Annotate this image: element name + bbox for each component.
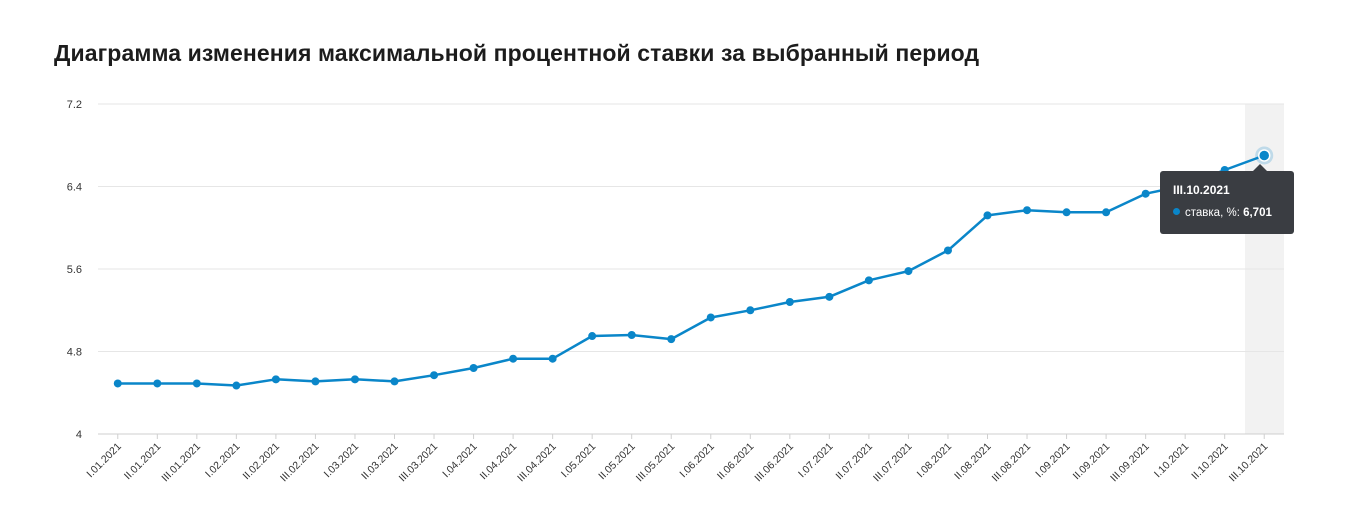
data-point[interactable] <box>390 377 399 386</box>
y-tick-label: 4 <box>76 429 82 441</box>
x-tick-label[interactable]: I.01.2021 <box>84 441 124 481</box>
data-point[interactable] <box>667 335 676 344</box>
x-tick-label[interactable]: I.02.2021 <box>203 441 243 481</box>
x-tick-label[interactable]: III.08.2021 <box>990 441 1034 485</box>
tooltip-series-label: ставка, %: <box>1185 207 1240 219</box>
x-tick-label[interactable]: II.02.2021 <box>241 441 283 483</box>
data-point[interactable] <box>706 313 715 322</box>
x-tick-label[interactable]: I.07.2021 <box>796 441 836 481</box>
data-point[interactable] <box>153 379 162 388</box>
data-point[interactable] <box>1102 208 1111 217</box>
data-point[interactable] <box>943 246 952 255</box>
x-tick-label[interactable]: III.02.2021 <box>278 441 322 485</box>
x-tick-label[interactable]: III.05.2021 <box>634 441 678 485</box>
chart-title: Диаграмма изменения максимальной процент… <box>54 40 980 66</box>
data-point[interactable] <box>904 267 913 276</box>
x-tick-label[interactable]: II.05.2021 <box>596 441 638 483</box>
x-tick-label[interactable]: I.05.2021 <box>559 441 599 481</box>
data-point[interactable] <box>113 379 122 388</box>
grid-lines <box>98 103 1284 435</box>
x-tick-label[interactable]: III.07.2021 <box>871 441 915 485</box>
tooltip-row: ставка, %: 6,701 <box>1173 206 1282 220</box>
x-tick-label[interactable]: II.09.2021 <box>1071 441 1113 483</box>
y-tick-label: 5.6 <box>67 264 82 276</box>
x-tick-label[interactable]: II.07.2021 <box>834 441 876 483</box>
y-tick-label: 4.8 <box>67 347 82 359</box>
x-tick-label[interactable]: I.03.2021 <box>322 441 362 481</box>
data-point[interactable] <box>627 331 636 339</box>
data-point[interactable] <box>1062 208 1071 217</box>
series-points[interactable] <box>113 146 1274 390</box>
y-axis: 4 4.8 5.6 6.4 7.2 <box>67 99 82 441</box>
data-point[interactable] <box>746 306 755 315</box>
series-marker-icon <box>1173 208 1180 215</box>
x-tick-label[interactable]: I.10.2021 <box>1152 441 1192 481</box>
data-point[interactable] <box>469 364 478 372</box>
x-tick-label[interactable]: I.04.2021 <box>440 441 480 481</box>
tooltip: III.10.2021 ставка, %: 6,701 <box>1160 164 1294 234</box>
x-tick-label[interactable]: III.04.2021 <box>515 441 559 485</box>
y-tick-label: 6.4 <box>67 182 82 194</box>
x-tick-label[interactable]: III.10.2021 <box>1227 441 1271 485</box>
series-line[interactable] <box>117 154 1265 387</box>
x-tick-label[interactable]: III.01.2021 <box>159 441 203 485</box>
data-point[interactable] <box>271 375 280 384</box>
x-tick-label[interactable]: I.08.2021 <box>915 441 955 481</box>
data-point[interactable] <box>588 332 597 341</box>
x-tick-label[interactable]: I.09.2021 <box>1033 441 1073 481</box>
x-tick-label[interactable]: II.04.2021 <box>478 441 520 483</box>
data-point[interactable] <box>1023 206 1032 215</box>
x-tick-label[interactable]: I.06.2021 <box>677 441 717 481</box>
x-tick-label[interactable]: II.10.2021 <box>1189 441 1231 483</box>
data-point[interactable] <box>232 381 241 390</box>
x-tick-label[interactable]: II.06.2021 <box>715 441 757 483</box>
data-point[interactable] <box>509 354 518 363</box>
data-point[interactable] <box>350 375 359 384</box>
data-point[interactable] <box>430 371 439 380</box>
data-point[interactable] <box>192 379 201 388</box>
data-point[interactable] <box>825 292 834 301</box>
x-tick-label[interactable]: III.03.2021 <box>397 441 441 485</box>
data-point[interactable] <box>864 276 873 285</box>
data-point[interactable] <box>1141 189 1150 198</box>
x-tick-label[interactable]: III.09.2021 <box>1108 441 1152 485</box>
data-point[interactable] <box>311 377 320 386</box>
x-tick-label[interactable]: III.06.2021 <box>752 441 796 485</box>
data-point[interactable] <box>983 211 992 220</box>
x-tick-label[interactable]: II.03.2021 <box>359 441 401 483</box>
x-tick-label[interactable]: II.08.2021 <box>952 441 994 483</box>
x-tick-label[interactable]: II.01.2021 <box>122 441 164 483</box>
tooltip-date: III.10.2021 <box>1173 183 1230 197</box>
data-point[interactable] <box>548 354 557 363</box>
data-point[interactable] <box>785 298 794 306</box>
y-tick-label: 7.2 <box>67 99 82 111</box>
tooltip-value: 6,701 <box>1243 207 1272 219</box>
active-data-point[interactable] <box>1257 149 1271 162</box>
